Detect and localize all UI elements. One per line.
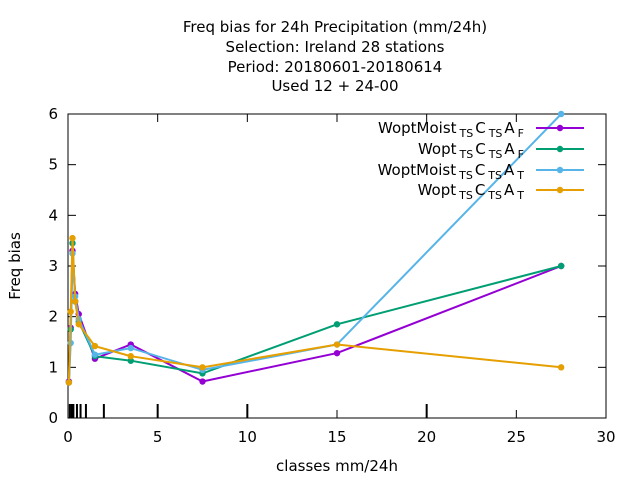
x-tick-label: 30 xyxy=(596,428,615,446)
legend-label-part: TS xyxy=(488,127,503,140)
x-axis: 0 5 10 15 20 25 30 xyxy=(63,114,616,446)
legend-label-part: TS xyxy=(459,148,474,161)
title-line-3: Period: 20180601-20180614 xyxy=(228,58,443,76)
legend-label-part: C xyxy=(475,181,485,199)
legend-label-part: A xyxy=(504,161,515,179)
plot-area-frame xyxy=(67,113,607,419)
y-tick-label: 3 xyxy=(48,257,58,275)
x-tick-label: 0 xyxy=(63,428,73,446)
legend-label: WoptMoist TS C TS A F xyxy=(378,119,524,140)
legend-label-part: TS xyxy=(459,127,474,140)
series-line xyxy=(67,113,562,383)
data-point xyxy=(199,378,206,385)
y-tick-label: 5 xyxy=(48,156,58,174)
data-point xyxy=(557,364,565,371)
series-1 xyxy=(65,247,565,385)
data-point xyxy=(199,364,206,371)
y-tick-label: 1 xyxy=(48,358,58,376)
legend-label-part: A xyxy=(504,140,515,158)
legend-label-part: Wopt xyxy=(418,181,457,199)
legend-label-part: C xyxy=(475,140,485,158)
legend-label-part: Wopt xyxy=(418,140,457,158)
data-point xyxy=(67,308,74,315)
legend-label-part: TS xyxy=(487,189,502,202)
legend-label-part: F xyxy=(518,148,524,161)
y-axis-label: Freq bias xyxy=(6,232,24,300)
legend-label-part: WoptMoist xyxy=(378,161,457,179)
series-2 xyxy=(65,240,565,386)
x-tick-label: 25 xyxy=(507,428,526,446)
data-point xyxy=(127,357,134,364)
legend-label-part: C xyxy=(475,119,485,137)
legend-label-part: TS xyxy=(487,169,502,182)
title-line-1: Freq bias for 24h Precipitation (mm/24h) xyxy=(183,18,487,36)
title-line-4: Used 12 + 24-00 xyxy=(271,77,398,95)
data-point xyxy=(91,342,99,350)
data-point xyxy=(127,352,134,360)
legend-label-part: TS xyxy=(458,169,473,182)
legend-label-part: F xyxy=(518,127,524,140)
data-point xyxy=(333,349,341,357)
series-line xyxy=(67,243,562,383)
data-point xyxy=(91,351,99,358)
data-point xyxy=(69,234,76,242)
legend-label-part: A xyxy=(504,119,515,137)
legend-swatch-point xyxy=(556,145,564,153)
x-axis-label: classes mm/24h xyxy=(276,457,398,475)
data-series xyxy=(65,110,565,386)
legend-label-part: TS xyxy=(488,148,503,161)
y-tick-label: 4 xyxy=(48,206,58,224)
legend-label-part: TS xyxy=(458,189,473,202)
legend-swatch-point xyxy=(556,186,564,194)
x-tick-label: 20 xyxy=(417,428,436,446)
chart-title: Freq bias for 24h Precipitation (mm/24h)… xyxy=(183,18,487,95)
class-marks xyxy=(68,404,428,418)
data-point xyxy=(557,110,565,118)
x-tick-label: 5 xyxy=(153,428,163,446)
legend-label-part: T xyxy=(516,169,524,182)
data-point xyxy=(75,321,82,328)
data-point xyxy=(71,298,79,305)
y-tick-label: 0 xyxy=(48,409,58,427)
series-4 xyxy=(65,234,565,386)
legend-swatch-point xyxy=(556,124,564,132)
x-tick-label: 10 xyxy=(238,428,257,446)
legend-label-part: A xyxy=(504,181,515,199)
legend-label: Wopt TS C TS A F xyxy=(418,140,524,161)
title-line-2: Selection: Ireland 28 stations xyxy=(226,38,445,56)
legend-label-part: WoptMoist xyxy=(378,119,457,137)
data-point xyxy=(557,262,565,270)
legend-label: WoptMoist TS C TS A T xyxy=(378,161,525,182)
data-point xyxy=(127,344,134,352)
data-point xyxy=(65,379,73,386)
legend-label-part: C xyxy=(475,161,485,179)
x-tick-label: 15 xyxy=(327,428,346,446)
series-line xyxy=(67,238,562,383)
data-point xyxy=(333,321,341,328)
legend-swatch-point xyxy=(556,166,564,174)
legend-label: Wopt TS C TS A T xyxy=(418,181,525,202)
y-tick-label: 2 xyxy=(48,308,58,326)
y-tick-label: 6 xyxy=(48,105,58,123)
data-point xyxy=(333,341,341,348)
legend-label-part: T xyxy=(516,189,524,202)
